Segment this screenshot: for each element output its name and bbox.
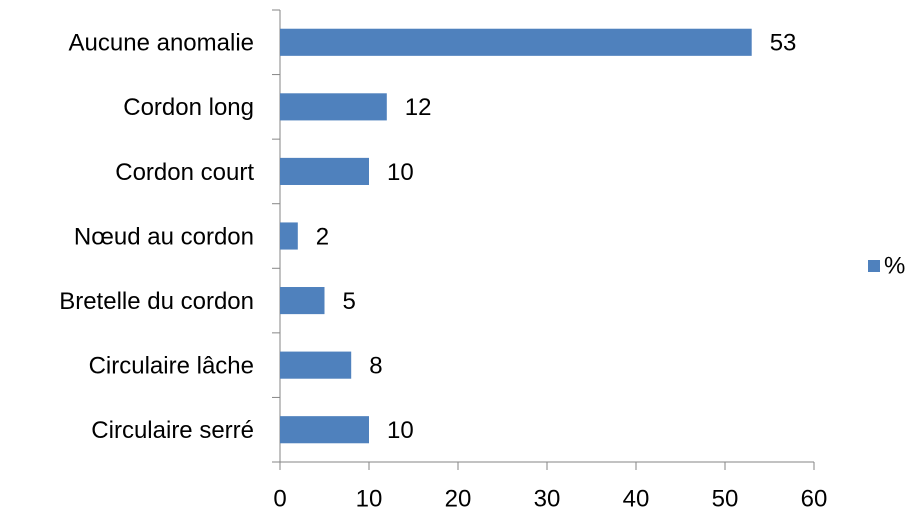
category-label: Circulaire serré: [91, 417, 254, 444]
x-tick-label: 10: [356, 485, 383, 512]
value-label: 10: [387, 417, 414, 444]
x-tick-label: 30: [534, 485, 561, 512]
bar: [280, 28, 752, 56]
x-tick-label: 20: [445, 485, 472, 512]
value-label: 12: [405, 94, 432, 121]
x-tick-label: 60: [801, 485, 828, 512]
bar: [280, 287, 325, 315]
category-label: Nœud au cordon: [74, 223, 254, 250]
bar: [280, 222, 298, 250]
legend-label: %: [884, 252, 905, 279]
category-label: Cordon court: [115, 159, 254, 186]
value-label: 53: [770, 30, 797, 57]
bar: [280, 93, 387, 121]
bar: [280, 351, 352, 379]
x-tick-label: 50: [712, 485, 739, 512]
value-label: 5: [343, 288, 356, 315]
legend-swatch: [868, 260, 880, 272]
value-label: 8: [369, 352, 382, 379]
category-label: Aucune anomalie: [69, 30, 254, 57]
category-label: Bretelle du cordon: [59, 288, 254, 315]
bar: [280, 416, 369, 444]
value-label: 2: [316, 223, 329, 250]
value-label: 10: [387, 159, 414, 186]
x-tick-label: 0: [273, 485, 286, 512]
category-label: Circulaire lâche: [89, 352, 254, 379]
bar: [280, 157, 369, 185]
x-tick-label: 40: [623, 485, 650, 512]
category-label: Cordon long: [123, 94, 254, 121]
